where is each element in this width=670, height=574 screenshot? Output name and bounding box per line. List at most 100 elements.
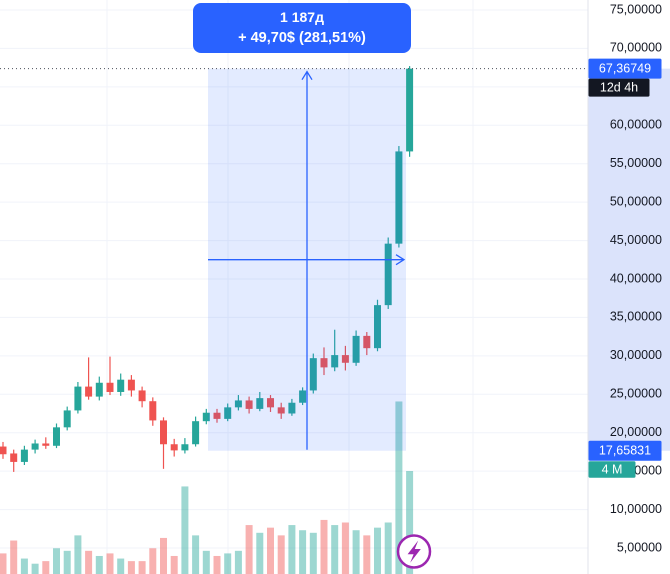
price-tick-label: 10,00000 [610,502,662,516]
price-tick-label: 45,00000 [610,233,662,247]
candle-body [213,412,221,419]
candle-body [234,400,242,408]
candle-body [245,400,253,409]
volume-bar [363,535,371,574]
candle-body [406,68,414,152]
volume-bar [63,550,71,574]
candle-body [224,407,232,419]
candle-body [277,407,285,414]
candle-body [352,335,360,363]
price-tick-label: 30,00000 [610,348,662,362]
volume-bar [384,522,392,574]
volume-bar [181,486,189,574]
volume-bar [192,535,200,574]
price-tick-label: 35,00000 [610,310,662,324]
volume-bar [170,555,178,574]
candle-body [181,444,189,451]
volume-bar [106,553,114,574]
volume-bar [95,555,103,574]
candle-body [384,243,392,306]
candle-body [85,386,93,397]
current-price-badge [588,58,662,79]
measurement-arrows [208,70,406,450]
candle-body [320,358,328,368]
volume-bar [138,561,146,574]
price-tick-label: 60,00000 [610,118,662,132]
volume-badge-label: 4 M [602,462,623,476]
volume-bar [309,532,317,574]
candle-body [192,421,200,445]
lightning-icon [407,540,421,563]
candle-body [341,355,349,363]
candle-body [256,398,264,409]
volume-bar [74,535,82,574]
candle-body [170,444,178,451]
measurement-duration: 1 187д [280,9,324,25]
volume-bar [256,532,264,574]
volume-bar [117,558,125,574]
price-scale[interactable]: 75,00000 70,00000 60,00000 55,00000 50,00000… [588,2,663,554]
measured-price-badge [588,440,662,461]
candle-body [95,382,103,397]
volume-bar [10,540,18,574]
candle-body [31,443,39,450]
volume-bar [127,561,135,574]
candle-body [331,355,339,368]
candle-body [63,410,71,428]
volume-bar [395,401,403,574]
measurement-tooltip[interactable]: 1 187д + 49,70$ (281,51%) [193,3,411,53]
volume-bar [374,527,381,574]
volume-bar [202,550,210,574]
candle-body [374,305,381,349]
volume-bar [149,548,157,574]
price-tick-label: 55,00000 [610,156,662,170]
price-tick-label: 70,00000 [610,41,662,55]
volume-bar [320,519,328,574]
volume-bar [245,525,253,574]
volume-bar [288,525,296,574]
candle-body [160,420,167,445]
volume-bar [160,537,167,574]
volume-bar [42,561,50,574]
volume-bar [299,530,307,574]
lightning-marker[interactable] [396,534,432,569]
candle-body [299,390,307,403]
candle-body [10,453,18,462]
vertical-arrowhead [301,70,313,81]
candle-body [20,449,28,462]
candle-body [363,335,371,349]
volume-bar [53,548,60,574]
candle-body [127,379,135,391]
volume-badge [588,461,636,478]
candle-body [267,398,274,408]
price-scale-highlight [588,68,670,451]
price-tick-label: 5,00000 [617,540,662,554]
volume-bar [341,522,349,574]
volume-bar [331,525,339,574]
candle-body [138,390,146,402]
candle-body [309,358,317,391]
candle-body [53,427,60,446]
candle-body [106,382,114,392]
candle-body [395,151,403,244]
bar-countdown-badge [588,78,650,97]
candle-body [74,386,82,411]
volume-bar [213,555,221,574]
candle-body [288,402,296,414]
horizontal-arrowhead [395,254,406,266]
candle-body [117,379,125,392]
volume-bar [277,535,285,574]
volume-bar [0,553,7,574]
volume-bar [352,530,360,574]
current-price-badge-label: 67,36749 [599,61,651,75]
volume-bar [406,471,414,574]
volume-bar [234,550,242,574]
candle-body [149,401,157,421]
price-tick-label: 75,00000 [610,2,662,16]
price-tick-label: 20,00000 [610,425,662,439]
volume-bar [267,527,274,574]
candle-body [42,443,50,446]
candle-body [202,412,210,422]
